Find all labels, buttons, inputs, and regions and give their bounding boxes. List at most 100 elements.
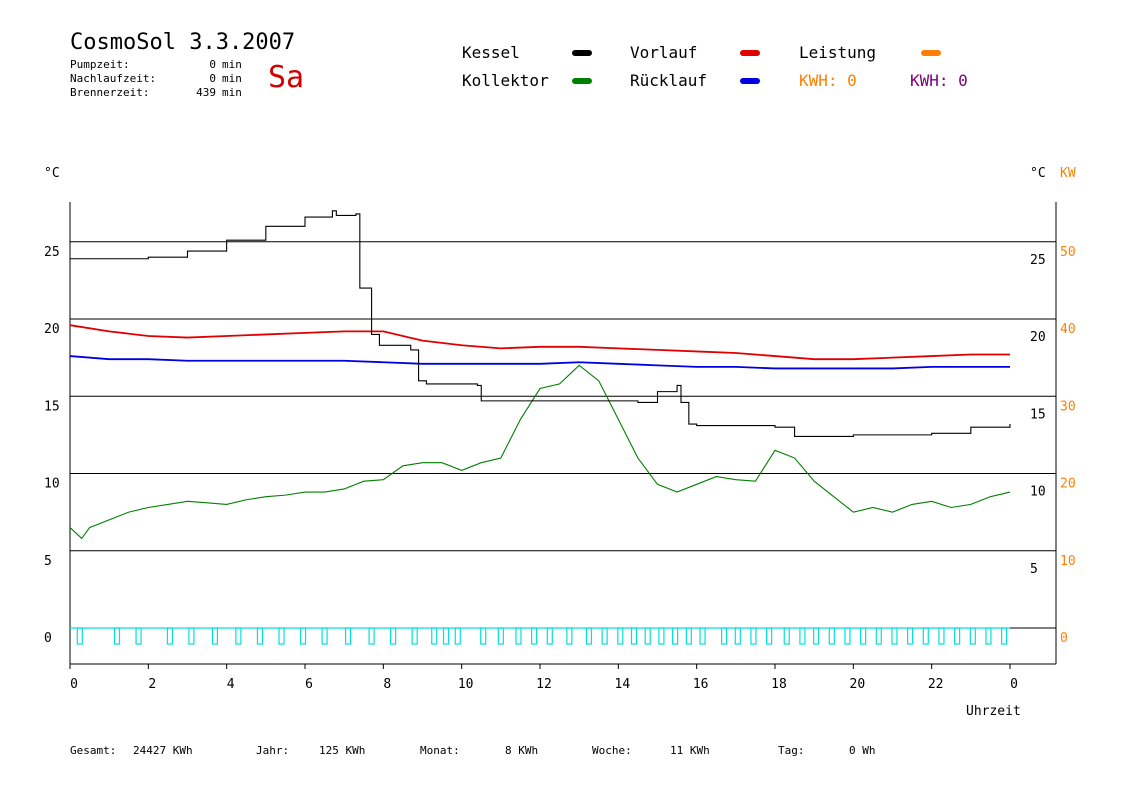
x-tick-label: 20 (850, 677, 866, 692)
pump-pulse (531, 627, 538, 645)
series-kollektor-line (69, 364, 1011, 540)
series-vorlauf-line (69, 324, 1010, 361)
pump-pulse (480, 627, 487, 645)
y-tick-label-right: 20 (1030, 330, 1046, 345)
series-kessel-line (70, 210, 1011, 437)
legend-leistung-label: Leistung (799, 43, 877, 62)
pump-pulse (699, 627, 706, 645)
pump-pulse (799, 627, 806, 645)
pump-pulse (844, 627, 851, 645)
pump-pulse (390, 627, 397, 645)
pump-pulse (875, 627, 882, 645)
pump-pulse (720, 627, 728, 645)
pump-pulse (515, 627, 522, 645)
y-tick-label-right: 5 (1030, 562, 1038, 577)
legend-kollektor-label: Kollektor (462, 71, 549, 90)
x-tick-label: 10 (458, 677, 474, 692)
pump-pulse (922, 627, 929, 645)
x-tick-label: 16 (693, 677, 709, 692)
pump-pulse (985, 627, 992, 645)
pump-pulse (256, 627, 264, 645)
pump-pulse (76, 627, 83, 645)
pump-pulse (344, 627, 352, 645)
x-axis-label: Uhrzeit (966, 704, 1021, 719)
pump-pulse (431, 627, 438, 645)
pump-pulse (166, 627, 173, 645)
legend-kollektor-swatch (572, 78, 592, 84)
pump-pulse (766, 627, 773, 645)
legend-kessel-label: Kessel (462, 43, 520, 62)
y-tick-label-left: 5 (44, 554, 52, 569)
pump-pulse (368, 627, 375, 645)
weekday-label: Sa (268, 60, 305, 95)
legend-vorlauf-label: Vorlauf (630, 43, 698, 62)
pump-pulse (658, 627, 665, 645)
stat-value: 0 (209, 58, 216, 71)
x-tick-label: 4 (227, 677, 235, 692)
y-axis-unit-left: °C (44, 166, 60, 181)
pump-pulse (601, 627, 608, 645)
legend-leistung-swatch (921, 50, 941, 56)
stat-label: Nachlaufzeit: (70, 72, 157, 85)
y-tick-label-left: 10 (44, 477, 60, 492)
x-tick-label: 12 (536, 677, 552, 692)
footer-tag-label: Tag: (778, 744, 805, 757)
x-tick-label: 2 (148, 677, 156, 692)
x-tick-label: 0 (1010, 677, 1018, 692)
footer-woche-value: 11 KWh (670, 744, 710, 757)
stat-brennerzeit: Brennerzeit: 439 min (70, 86, 242, 100)
x-tick-label: 14 (615, 677, 631, 692)
y-tick-label-right: 25 (1030, 253, 1046, 268)
pump-pulse (546, 627, 553, 645)
pump-pulse (188, 627, 195, 645)
pump-pulse (828, 627, 835, 645)
pump-pulse (442, 627, 450, 645)
pump-pulse (278, 627, 285, 645)
pump-pulse (672, 627, 679, 645)
footer-gesamt-value: 24427 KWh (133, 744, 193, 757)
pump-pulse (454, 627, 461, 645)
pump-pulse (411, 627, 418, 645)
y-tick-label-right: 15 (1030, 407, 1046, 422)
kwh-purple-label: KWH: 0 (910, 71, 968, 90)
pump-pulse (644, 627, 651, 645)
pump-pulse (783, 627, 790, 645)
x-tick-label: 18 (771, 677, 787, 692)
stat-unit: min (222, 72, 242, 85)
pump-pulse (907, 627, 914, 645)
pump-pulse (135, 627, 142, 645)
pump-pulse (497, 627, 504, 645)
kw-tick-label: 20 (1060, 477, 1076, 492)
stat-value: 439 (196, 86, 216, 99)
kw-tick-label: 50 (1060, 245, 1076, 260)
pump-pulse (813, 627, 820, 645)
pump-pulse (860, 627, 867, 645)
kwh-orange-label: KWH: 0 (799, 71, 857, 90)
kw-tick-label: 40 (1060, 322, 1076, 337)
y-tick-label-left: 25 (44, 245, 60, 260)
y-tick-label-left: 20 (44, 322, 60, 337)
stat-pumpzeit: Pumpzeit: 0 min (70, 58, 242, 72)
legend-kessel-swatch (572, 50, 592, 56)
footer-jahr-label: Jahr: (256, 744, 290, 757)
y-axis-unit-kw: KW (1060, 166, 1076, 181)
kw-tick-label: 0 (1060, 631, 1068, 646)
x-tick-label: 8 (383, 677, 391, 692)
legend-ruecklauf-swatch (740, 78, 760, 84)
runtime-stats: Pumpzeit: 0 min Nachlaufzeit: 0 min Bren… (70, 58, 242, 100)
stat-nachlaufzeit: Nachlaufzeit: 0 min (70, 72, 242, 86)
pump-pulse (299, 627, 307, 645)
kw-tick-label: 30 (1060, 399, 1076, 414)
stat-value: 0 (209, 72, 216, 85)
y-tick-label-left: 0 (44, 631, 52, 646)
y-tick-label-left: 15 (44, 399, 60, 414)
pump-pulse (891, 627, 898, 645)
pump-pulse (734, 627, 741, 645)
y-axis-unit-right: °C (1030, 166, 1046, 181)
pump-pulse (113, 627, 121, 645)
pump-pulse (750, 627, 757, 645)
pump-pulse (585, 627, 593, 645)
legend-ruecklauf-label: Rücklauf (630, 71, 708, 90)
pump-pulse (235, 627, 242, 645)
